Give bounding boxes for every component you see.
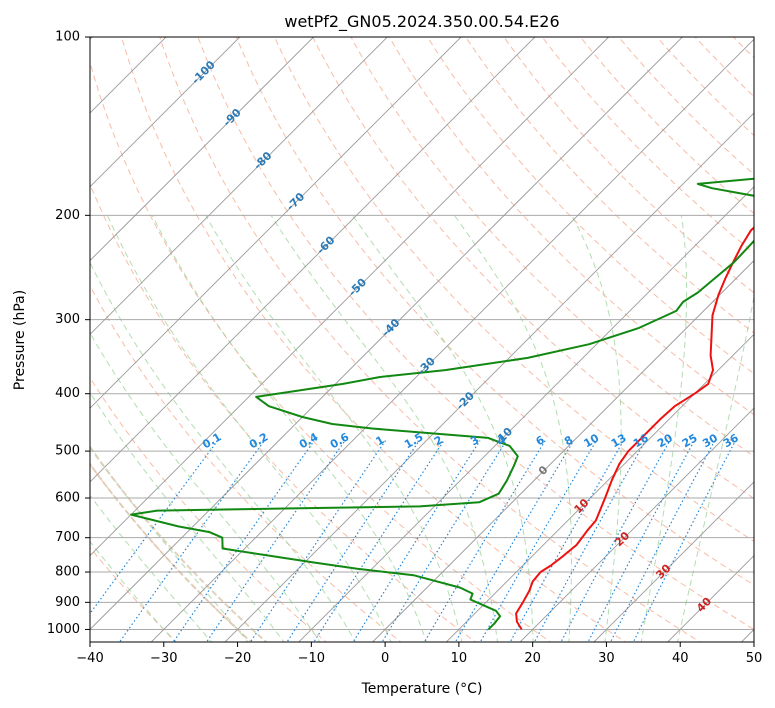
x-tick-label: −40 (76, 651, 103, 666)
y-axis-label: Pressure (hPa) (12, 290, 28, 390)
isotherm-line (90, 37, 536, 483)
axes: −40 −30 −20 −10 0 10 20 30 40 50 100 200 300 400 500 60… (47, 30, 762, 667)
mixing-ratio-line (587, 440, 695, 642)
isotherm-line (371, 259, 754, 642)
x-tick-label: −10 (298, 651, 325, 666)
moist-adiabat-line (205, 215, 463, 642)
dry-adiabat-line (90, 183, 477, 642)
isotherm-line (150, 38, 754, 642)
moist-adiabat-line (106, 215, 392, 642)
y-tick-label: 700 (55, 530, 80, 545)
moist-adiabat-line (270, 215, 498, 642)
x-tick-label: −20 (224, 651, 251, 666)
x-tick-label: 20 (524, 651, 541, 666)
mixing-ratio-line (560, 440, 671, 642)
x-tick-label: 30 (598, 651, 615, 666)
isotherm-line (224, 112, 754, 642)
y-tick-label: 1000 (47, 622, 80, 637)
mixing-ratio-line (423, 440, 546, 642)
mixing-ratio-line (249, 440, 386, 642)
y-tick-label: 900 (55, 595, 80, 610)
isotherm-line (445, 333, 754, 642)
moist-adiabat-line (571, 215, 622, 642)
moist-adiabat-line (151, 215, 427, 642)
y-tick-label: 100 (55, 30, 80, 45)
dewpoint-profile-line (130, 177, 754, 631)
mixing-ratio-line (352, 440, 481, 642)
plot-frame (89, 36, 755, 643)
x-axis-label: Temperature (°C) (361, 681, 483, 697)
x-tick-label: 50 (746, 651, 763, 666)
mixing-ratio-line (533, 440, 647, 642)
mixing-ratio-line (381, 440, 508, 642)
mixing-ratio-line (609, 440, 716, 642)
x-tick-label: 40 (672, 651, 689, 666)
chart-title: wetPf2_GN05.2024.350.00.54.E26 (284, 12, 559, 32)
dry-adiabat-line (465, 37, 754, 334)
mixing-ratio-line (313, 440, 445, 642)
x-tick-label: −30 (150, 651, 177, 666)
y-tick-label: 500 (55, 444, 80, 459)
moist-adiabat-line (352, 215, 534, 642)
y-tick-label: 800 (55, 565, 80, 580)
isotherm-line (90, 37, 684, 631)
y-tick-label: 300 (55, 312, 80, 327)
moist-adiabat-line (453, 215, 572, 642)
isotherm-line (90, 37, 462, 409)
isotherm-line (90, 37, 610, 557)
moist-adiabat-line (640, 215, 688, 642)
isotherm-line (593, 481, 754, 642)
x-tick-label: 0 (381, 651, 389, 666)
mixing-ratio-line (454, 440, 575, 642)
plot-background (90, 37, 754, 642)
moist-adiabat-line (90, 331, 321, 642)
y-tick-label: 200 (55, 208, 80, 223)
y-tick-label: 400 (55, 386, 80, 401)
temperature-profile-line (515, 226, 754, 630)
mixing-ratio-line (118, 440, 265, 642)
x-tick-label: 10 (451, 651, 468, 666)
sounding-series (130, 177, 754, 631)
background-grid (90, 37, 754, 642)
dry-adiabat-line (90, 284, 402, 642)
isotherm-line (298, 186, 754, 642)
isotherm-line (90, 37, 315, 262)
mixing-ratio-line (509, 440, 625, 642)
y-tick-label: 600 (55, 491, 80, 506)
mixing-ratio-line (286, 440, 420, 642)
mixing-ratio-line (479, 440, 597, 642)
isotherm-line (90, 37, 241, 188)
moist-adiabat-line (90, 494, 213, 642)
isotherm-line (519, 407, 754, 642)
moist-adiabat-line (90, 445, 249, 642)
